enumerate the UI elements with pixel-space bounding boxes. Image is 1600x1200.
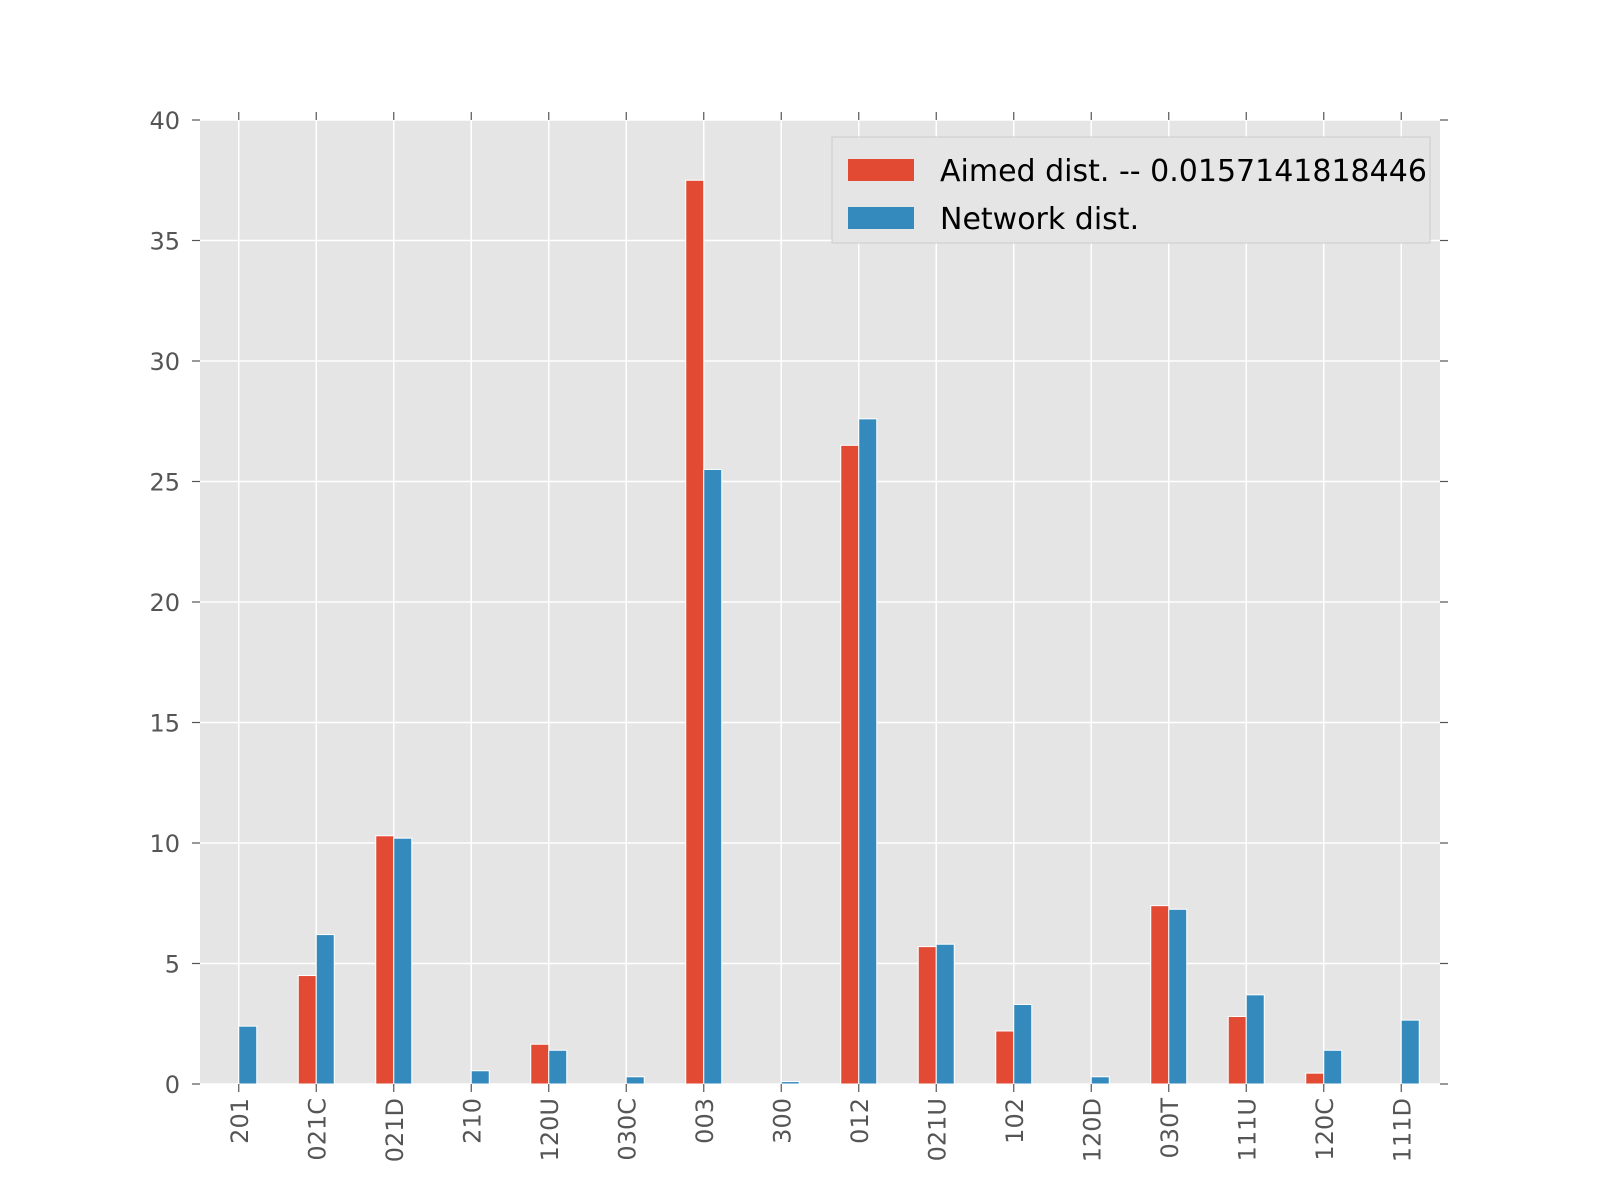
y-tick-label: 5	[165, 951, 180, 979]
x-tick-label: 201	[226, 1098, 254, 1144]
axis-ticks	[192, 112, 1448, 1092]
bar-network-021C	[315, 934, 335, 1085]
x-tick-label: 030T	[1156, 1098, 1184, 1159]
x-tick-label: 111D	[1388, 1098, 1416, 1162]
x-tick-label: 003	[691, 1098, 719, 1144]
x-tick-label: 012	[846, 1098, 874, 1144]
bar-network-201	[238, 1025, 258, 1085]
x-tick-label: 120U	[536, 1098, 564, 1161]
legend-swatch-network	[848, 207, 914, 229]
bar-network-030T	[1168, 908, 1188, 1085]
y-tick-label: 40	[149, 107, 180, 135]
legend-box	[831, 136, 1431, 244]
bar-aimed-012	[840, 444, 860, 1085]
x-tick-label: 021U	[923, 1098, 951, 1161]
x-tick-label: 120C	[1311, 1098, 1339, 1161]
bar-network-120C	[1323, 1049, 1343, 1085]
y-tick-label: 20	[149, 589, 180, 617]
bar-network-111U	[1245, 994, 1265, 1085]
x-tick-label: 030C	[613, 1098, 641, 1161]
bar-aimed-030T	[1150, 905, 1170, 1085]
bar-aimed-021D	[375, 835, 395, 1085]
bar-aimed-120U	[530, 1043, 550, 1085]
x-tick-label: 120D	[1078, 1098, 1106, 1162]
x-tick-label: 300	[768, 1098, 796, 1144]
legend: Aimed dist. -- 0.0157141818446 Network di…	[831, 136, 1431, 244]
x-tick-label: 021D	[381, 1098, 409, 1162]
y-tick-label: 30	[149, 348, 180, 376]
x-tick-label: 021C	[303, 1098, 331, 1161]
y-tick-label: 35	[149, 228, 180, 256]
bar-network-210	[470, 1070, 490, 1085]
bar-network-030C	[625, 1076, 645, 1085]
bar-aimed-120C	[1305, 1072, 1325, 1085]
legend-label-aimed: Aimed dist. -- 0.0157141818446	[940, 154, 1427, 189]
bar-network-021D	[393, 837, 413, 1085]
bar-network-021U	[935, 943, 955, 1085]
y-tick-label: 10	[149, 830, 180, 858]
bar-aimed-021C	[297, 975, 317, 1085]
bar-aimed-111U	[1227, 1016, 1247, 1085]
x-tick-label: 111U	[1233, 1098, 1261, 1161]
legend-swatch-aimed	[848, 159, 914, 181]
x-axis-tick-labels: 201 021C 021D 210 120U 030C 003 300 012 021U 102 12…	[226, 1098, 1417, 1163]
y-axis-tick-labels: 0 5 10 15 20 25 30 35 40	[149, 107, 180, 1099]
bar-network-012	[858, 418, 878, 1085]
bar-network-300	[780, 1081, 800, 1085]
bar-network-003	[703, 468, 723, 1085]
y-tick-label: 25	[149, 469, 180, 497]
legend-label-network: Network dist.	[940, 202, 1139, 237]
x-tick-label: 102	[1001, 1098, 1029, 1144]
bar-network-120U	[548, 1049, 568, 1085]
x-tick-label: 210	[458, 1098, 486, 1144]
bar-network-111D	[1400, 1019, 1420, 1085]
y-tick-label: 0	[165, 1071, 180, 1099]
bar-aimed-003	[685, 179, 705, 1085]
bar-network-102	[1013, 1003, 1033, 1085]
bars	[238, 179, 1420, 1085]
bar-aimed-021U	[917, 946, 937, 1085]
y-tick-label: 15	[149, 710, 180, 738]
bar-network-120D	[1090, 1076, 1110, 1085]
bar-aimed-102	[995, 1030, 1015, 1085]
